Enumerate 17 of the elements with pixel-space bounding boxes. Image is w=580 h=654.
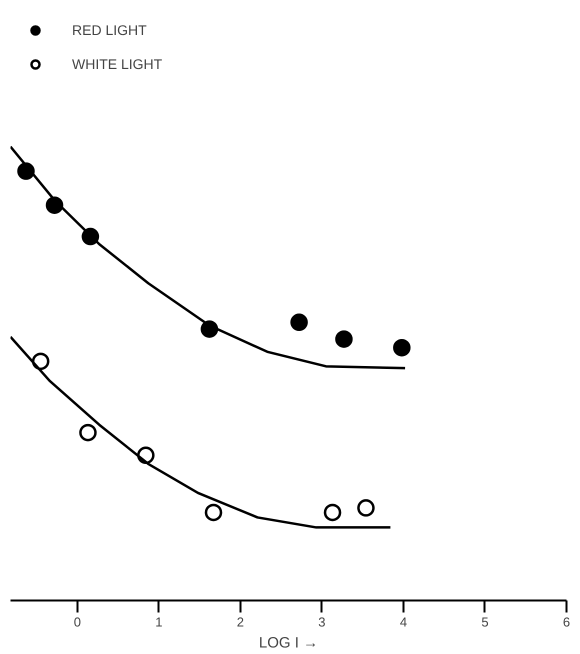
x-tick-label: 4	[400, 614, 408, 630]
point	[335, 330, 353, 348]
x-tick-label: 1	[155, 614, 162, 630]
point	[290, 314, 308, 332]
point	[79, 424, 97, 442]
x-tick-label: 0	[74, 614, 81, 630]
x-tick-label: 2	[236, 614, 244, 630]
x-tick-label: 5	[481, 614, 489, 630]
point	[357, 499, 375, 517]
legend-label: WHITE LIGHT	[72, 56, 162, 72]
x-axis-title: LOG I →	[258, 634, 318, 652]
point	[393, 338, 411, 356]
x-tick-label: 6	[562, 614, 570, 630]
point	[324, 504, 342, 522]
x-tick-label: 3	[318, 614, 326, 630]
point	[204, 504, 222, 522]
legend-label: RED LIGHT	[72, 22, 147, 38]
